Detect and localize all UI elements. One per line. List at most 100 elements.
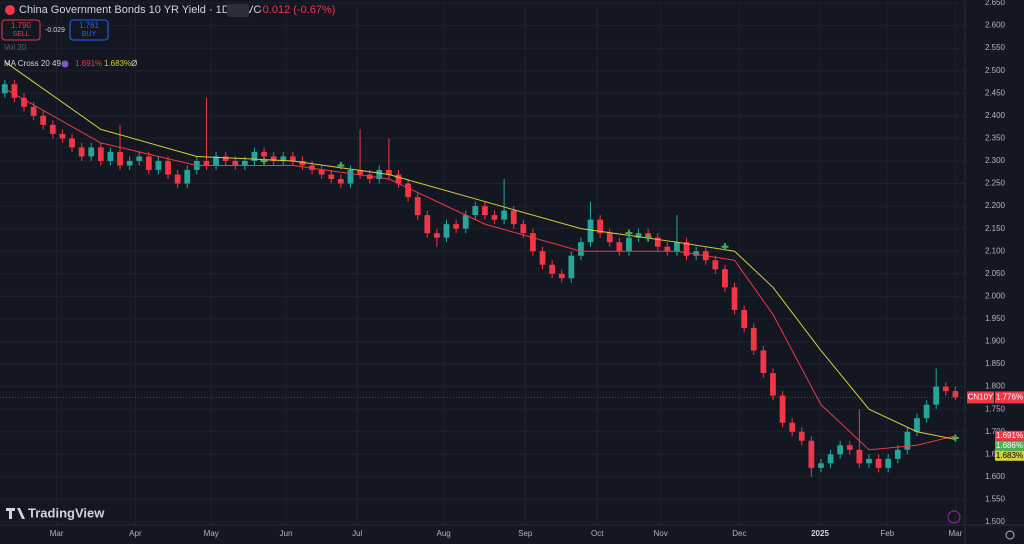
candle-body [510, 210, 517, 225]
candle-body [405, 183, 411, 198]
candle-body [770, 373, 776, 396]
candle-body [827, 454, 834, 464]
candle-body [318, 169, 325, 175]
x-tick-label: Mar [50, 529, 64, 538]
candle-body [587, 219, 594, 243]
y-tick-label: 2.600 [985, 21, 1006, 30]
candle-body [165, 160, 171, 175]
indicator-label[interactable]: MA Cross 20 49 [4, 59, 61, 68]
menu-button[interactable] [227, 4, 249, 17]
candle-body [126, 160, 133, 166]
y-tick-label: 1.500 [985, 517, 1006, 526]
volume-label[interactable]: Vol 20 [4, 43, 27, 52]
candle-body [299, 160, 306, 166]
candle-body [155, 160, 162, 170]
y-tick-label: 2.550 [985, 43, 1006, 52]
candle-body [289, 156, 296, 161]
candle-body [789, 422, 796, 432]
candle-body [549, 264, 555, 274]
buy-button[interactable] [69, 19, 109, 41]
y-tick-label: 1.600 [985, 472, 1006, 481]
symbol-title[interactable]: China Government Bonds 10 YR Yield · 1D … [19, 4, 261, 16]
y-tick-label: 2.350 [985, 134, 1006, 143]
brand-logo[interactable] [6, 508, 25, 519]
candle-body [222, 156, 229, 161]
candle-body [1, 84, 8, 94]
candle-body [174, 174, 181, 184]
x-tick-label: Jun [280, 529, 293, 538]
y-tick-label: 1.750 [985, 404, 1006, 413]
y-tick-label: 1.550 [985, 495, 1006, 504]
candle-body [914, 418, 920, 432]
candle-body [712, 260, 719, 270]
candle-body [558, 273, 565, 279]
cross-marker [644, 234, 652, 242]
sell-price[interactable]: 1.790 [11, 21, 32, 30]
candle-body [923, 404, 930, 419]
sell-button[interactable] [1, 19, 41, 41]
candle-body [424, 215, 431, 234]
candle-body [78, 147, 85, 157]
symbol-icon[interactable] [5, 5, 15, 15]
candle-body [693, 251, 700, 256]
candle-body [21, 97, 27, 107]
buy-price[interactable]: 1.761 [79, 21, 100, 30]
indicator-icon[interactable] [61, 60, 69, 68]
ma-line [4, 88, 956, 451]
x-tick-label: Sep [518, 529, 533, 538]
candle-body [654, 237, 661, 247]
candle-body [731, 287, 738, 310]
y-tick-label: 2.500 [985, 66, 1006, 75]
candle-body [760, 350, 767, 374]
ma-slow-value: 1.683% [104, 59, 131, 68]
sell-label[interactable]: SELL [12, 31, 29, 38]
candle-body [414, 197, 421, 216]
brand-name[interactable]: TradingView [28, 505, 105, 520]
candle-body [472, 206, 479, 216]
candle-body [568, 255, 575, 279]
x-tick-label: Nov [653, 529, 667, 538]
settings-icon[interactable] [1005, 530, 1015, 540]
candle-body [501, 210, 507, 220]
candle-body [818, 463, 824, 468]
candle-body [395, 174, 402, 184]
candle-body [117, 151, 123, 166]
buy-label[interactable]: BUY [82, 31, 97, 38]
x-tick-label: Mar [949, 529, 963, 538]
y-tick-label: 2.250 [985, 179, 1006, 188]
candle-body [434, 233, 440, 238]
cross-marker [337, 161, 345, 169]
candle-body [337, 179, 344, 184]
candle-body [261, 151, 267, 157]
candle-body [779, 395, 786, 423]
symbol-tag [967, 391, 994, 404]
candle-body [530, 233, 536, 252]
candle-body [798, 431, 805, 441]
candle-body [616, 242, 623, 252]
cross-marker [721, 243, 729, 251]
candle-body [597, 219, 604, 234]
candle-body [251, 151, 258, 161]
x-tick-label: 2025 [811, 529, 829, 538]
candle-body [942, 386, 949, 392]
flash-icon[interactable] [947, 510, 961, 524]
y-tick-label: 2.400 [985, 111, 1006, 120]
y-tick-label: 2.050 [985, 269, 1006, 278]
candle-body [578, 242, 584, 256]
candle-body [846, 445, 853, 450]
price-tag-text: 1.776% [996, 393, 1023, 402]
cross-marker [260, 157, 268, 165]
candle-body [837, 445, 844, 455]
x-tick-label: Aug [436, 529, 450, 538]
indicator-extra[interactable]: Ø [131, 59, 137, 68]
candle-body [11, 84, 18, 98]
candle-body [453, 224, 459, 229]
candle-body [184, 169, 191, 184]
candle-body [885, 458, 892, 468]
plot-area [0, 2, 965, 525]
candle-body [808, 440, 815, 468]
x-tick-label: Jul [352, 529, 362, 538]
y-tick-label: 1.850 [985, 359, 1006, 368]
